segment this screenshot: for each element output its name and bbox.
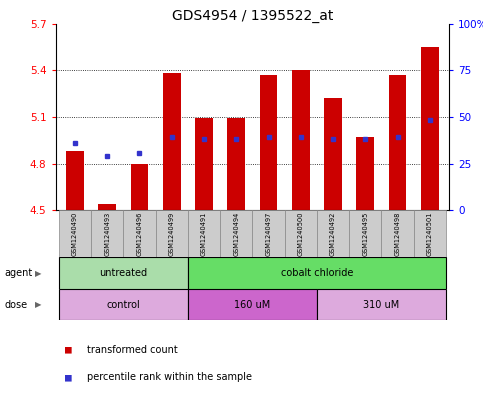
Text: GSM1240490: GSM1240490: [72, 212, 78, 256]
Text: transformed count: transformed count: [87, 345, 178, 355]
Text: dose: dose: [5, 299, 28, 310]
Bar: [188, 289, 317, 320]
Text: untreated: untreated: [99, 268, 147, 278]
Text: GSM1240495: GSM1240495: [362, 212, 369, 256]
Text: GSM1240496: GSM1240496: [136, 212, 142, 256]
Bar: [91, 210, 123, 257]
Text: GSM1240497: GSM1240497: [266, 212, 271, 256]
Bar: [123, 210, 156, 257]
Bar: [356, 137, 374, 210]
Text: 160 uM: 160 uM: [234, 299, 270, 310]
Bar: [188, 210, 220, 257]
Bar: [130, 163, 148, 210]
Bar: [349, 210, 382, 257]
Bar: [253, 210, 284, 257]
Bar: [284, 210, 317, 257]
Bar: [260, 75, 277, 210]
Text: GSM1240493: GSM1240493: [104, 212, 110, 256]
Text: GSM1240500: GSM1240500: [298, 211, 304, 256]
Text: ■: ■: [65, 345, 72, 355]
Bar: [195, 118, 213, 210]
Text: 310 uM: 310 uM: [363, 299, 399, 310]
Text: GSM1240498: GSM1240498: [395, 212, 400, 256]
Bar: [292, 70, 310, 210]
Bar: [99, 204, 116, 210]
Bar: [324, 98, 342, 210]
Bar: [317, 210, 349, 257]
Text: control: control: [106, 299, 140, 310]
Bar: [59, 210, 91, 257]
Bar: [220, 210, 253, 257]
Text: GSM1240491: GSM1240491: [201, 212, 207, 256]
Text: percentile rank within the sample: percentile rank within the sample: [87, 372, 252, 382]
Text: ▶: ▶: [35, 269, 41, 277]
Text: GSM1240494: GSM1240494: [233, 212, 239, 256]
Bar: [389, 75, 406, 210]
Bar: [317, 289, 446, 320]
Bar: [227, 118, 245, 210]
Bar: [163, 73, 181, 210]
Bar: [188, 257, 446, 289]
Text: GSM1240501: GSM1240501: [427, 212, 433, 256]
Bar: [382, 210, 414, 257]
Title: GDS4954 / 1395522_at: GDS4954 / 1395522_at: [171, 9, 333, 22]
Bar: [59, 289, 188, 320]
Text: ▶: ▶: [35, 300, 41, 309]
Text: GSM1240492: GSM1240492: [330, 212, 336, 256]
Bar: [59, 257, 188, 289]
Bar: [421, 47, 439, 210]
Text: ■: ■: [65, 372, 72, 382]
Bar: [156, 210, 188, 257]
Text: GSM1240499: GSM1240499: [169, 212, 175, 256]
Bar: [414, 210, 446, 257]
Text: cobalt chloride: cobalt chloride: [281, 268, 353, 278]
Bar: [66, 151, 84, 210]
Text: agent: agent: [5, 268, 33, 278]
